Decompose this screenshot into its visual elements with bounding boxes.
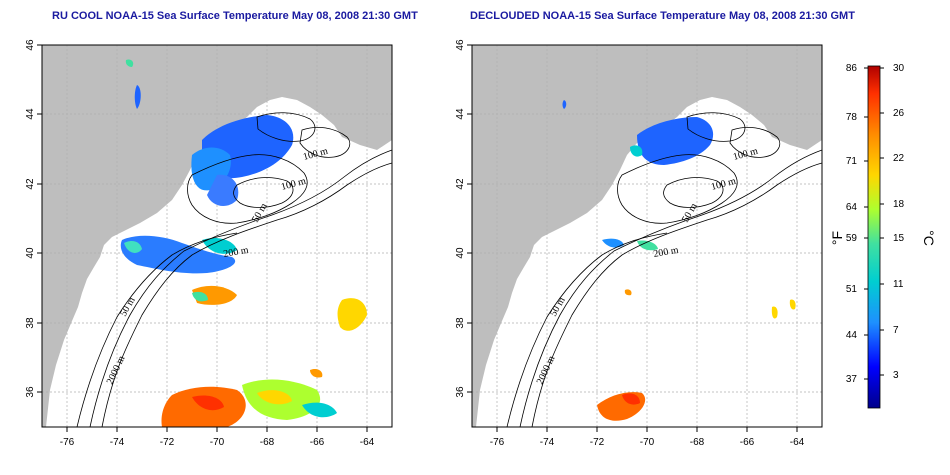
fahrenheit-tick-label: 64 [846,202,858,213]
celsius-tick-label: 11 [893,279,904,290]
x-tick-label: -74 [540,437,555,448]
celsius-tick-label: 30 [893,63,905,74]
x-axis: -76 -74 -72 -70 -68 -66 -64 [490,427,805,448]
right-map-panel: 100 m 100 m 50 m 200 m 50 m 2000 m -76 -… [455,39,823,448]
sst-patches-raw [120,59,367,427]
right-panel-title: DECLOUDED NOAA-15 Sea Surface Temperatur… [470,10,855,22]
y-tick-label: 36 [455,386,466,398]
x-tick-label: -74 [110,437,125,448]
y-tick-label: 38 [455,317,466,329]
contour-label: 200 m [653,245,680,260]
fahrenheit-tick-label: 59 [846,233,858,244]
left-map-panel: 100 m 100 m 50 m 200 m 50 m 2000 m -76 -… [25,39,393,448]
x-tick-label: -72 [160,437,175,448]
y-tick-label: 44 [25,108,36,120]
celsius-unit-label: °C [921,230,937,246]
y-tick-label: 40 [25,247,36,259]
x-tick-label: -64 [360,437,375,448]
x-tick-label: -76 [490,437,505,448]
celsius-tick-label: 22 [893,153,905,164]
celsius-tick-label: 3 [893,370,899,381]
y-tick-label: 38 [25,317,36,329]
celsius-tick-label: 7 [893,325,899,336]
x-tick-label: -66 [740,437,755,448]
y-tick-label: 46 [455,39,466,51]
x-tick-label: -72 [590,437,605,448]
x-tick-label: -68 [260,437,275,448]
x-tick-label: -70 [640,437,655,448]
x-tick-label: -64 [790,437,805,448]
y-tick-label: 40 [455,247,466,259]
x-tick-label: -68 [690,437,705,448]
colorbar: 86 78 71 64 59 51 44 37 30 26 22 18 15 1… [829,63,937,409]
celsius-tick-label: 15 [893,233,905,244]
contour-label: 200 m [223,245,250,260]
x-axis: -76 -74 -72 -70 -68 -66 -64 [60,427,375,448]
x-tick-label: -76 [60,437,75,448]
celsius-tick-label: 26 [893,108,905,119]
fahrenheit-tick-label: 71 [846,156,858,167]
celsius-tick-label: 18 [893,199,905,210]
colorbar-gradient [867,65,881,409]
y-tick-label: 44 [455,108,466,120]
fahrenheit-tick-label: 86 [846,63,858,74]
fahrenheit-tick-label: 37 [846,374,858,385]
y-axis: 46 44 42 40 38 36 [25,39,42,398]
y-tick-label: 42 [455,178,466,190]
y-tick-label: 42 [25,178,36,190]
y-axis: 46 44 42 40 38 36 [455,39,472,398]
x-tick-label: -70 [210,437,225,448]
fahrenheit-tick-label: 78 [846,112,858,123]
left-panel-title: RU COOL NOAA-15 Sea Surface Temperature … [52,10,418,22]
x-tick-label: -66 [310,437,325,448]
fahrenheit-unit-label: °F [829,231,845,245]
fahrenheit-tick-label: 51 [846,284,858,295]
y-tick-label: 36 [25,386,36,398]
sst-patches-declouded [562,100,796,421]
y-tick-label: 46 [25,39,36,51]
fahrenheit-tick-label: 44 [846,330,858,341]
